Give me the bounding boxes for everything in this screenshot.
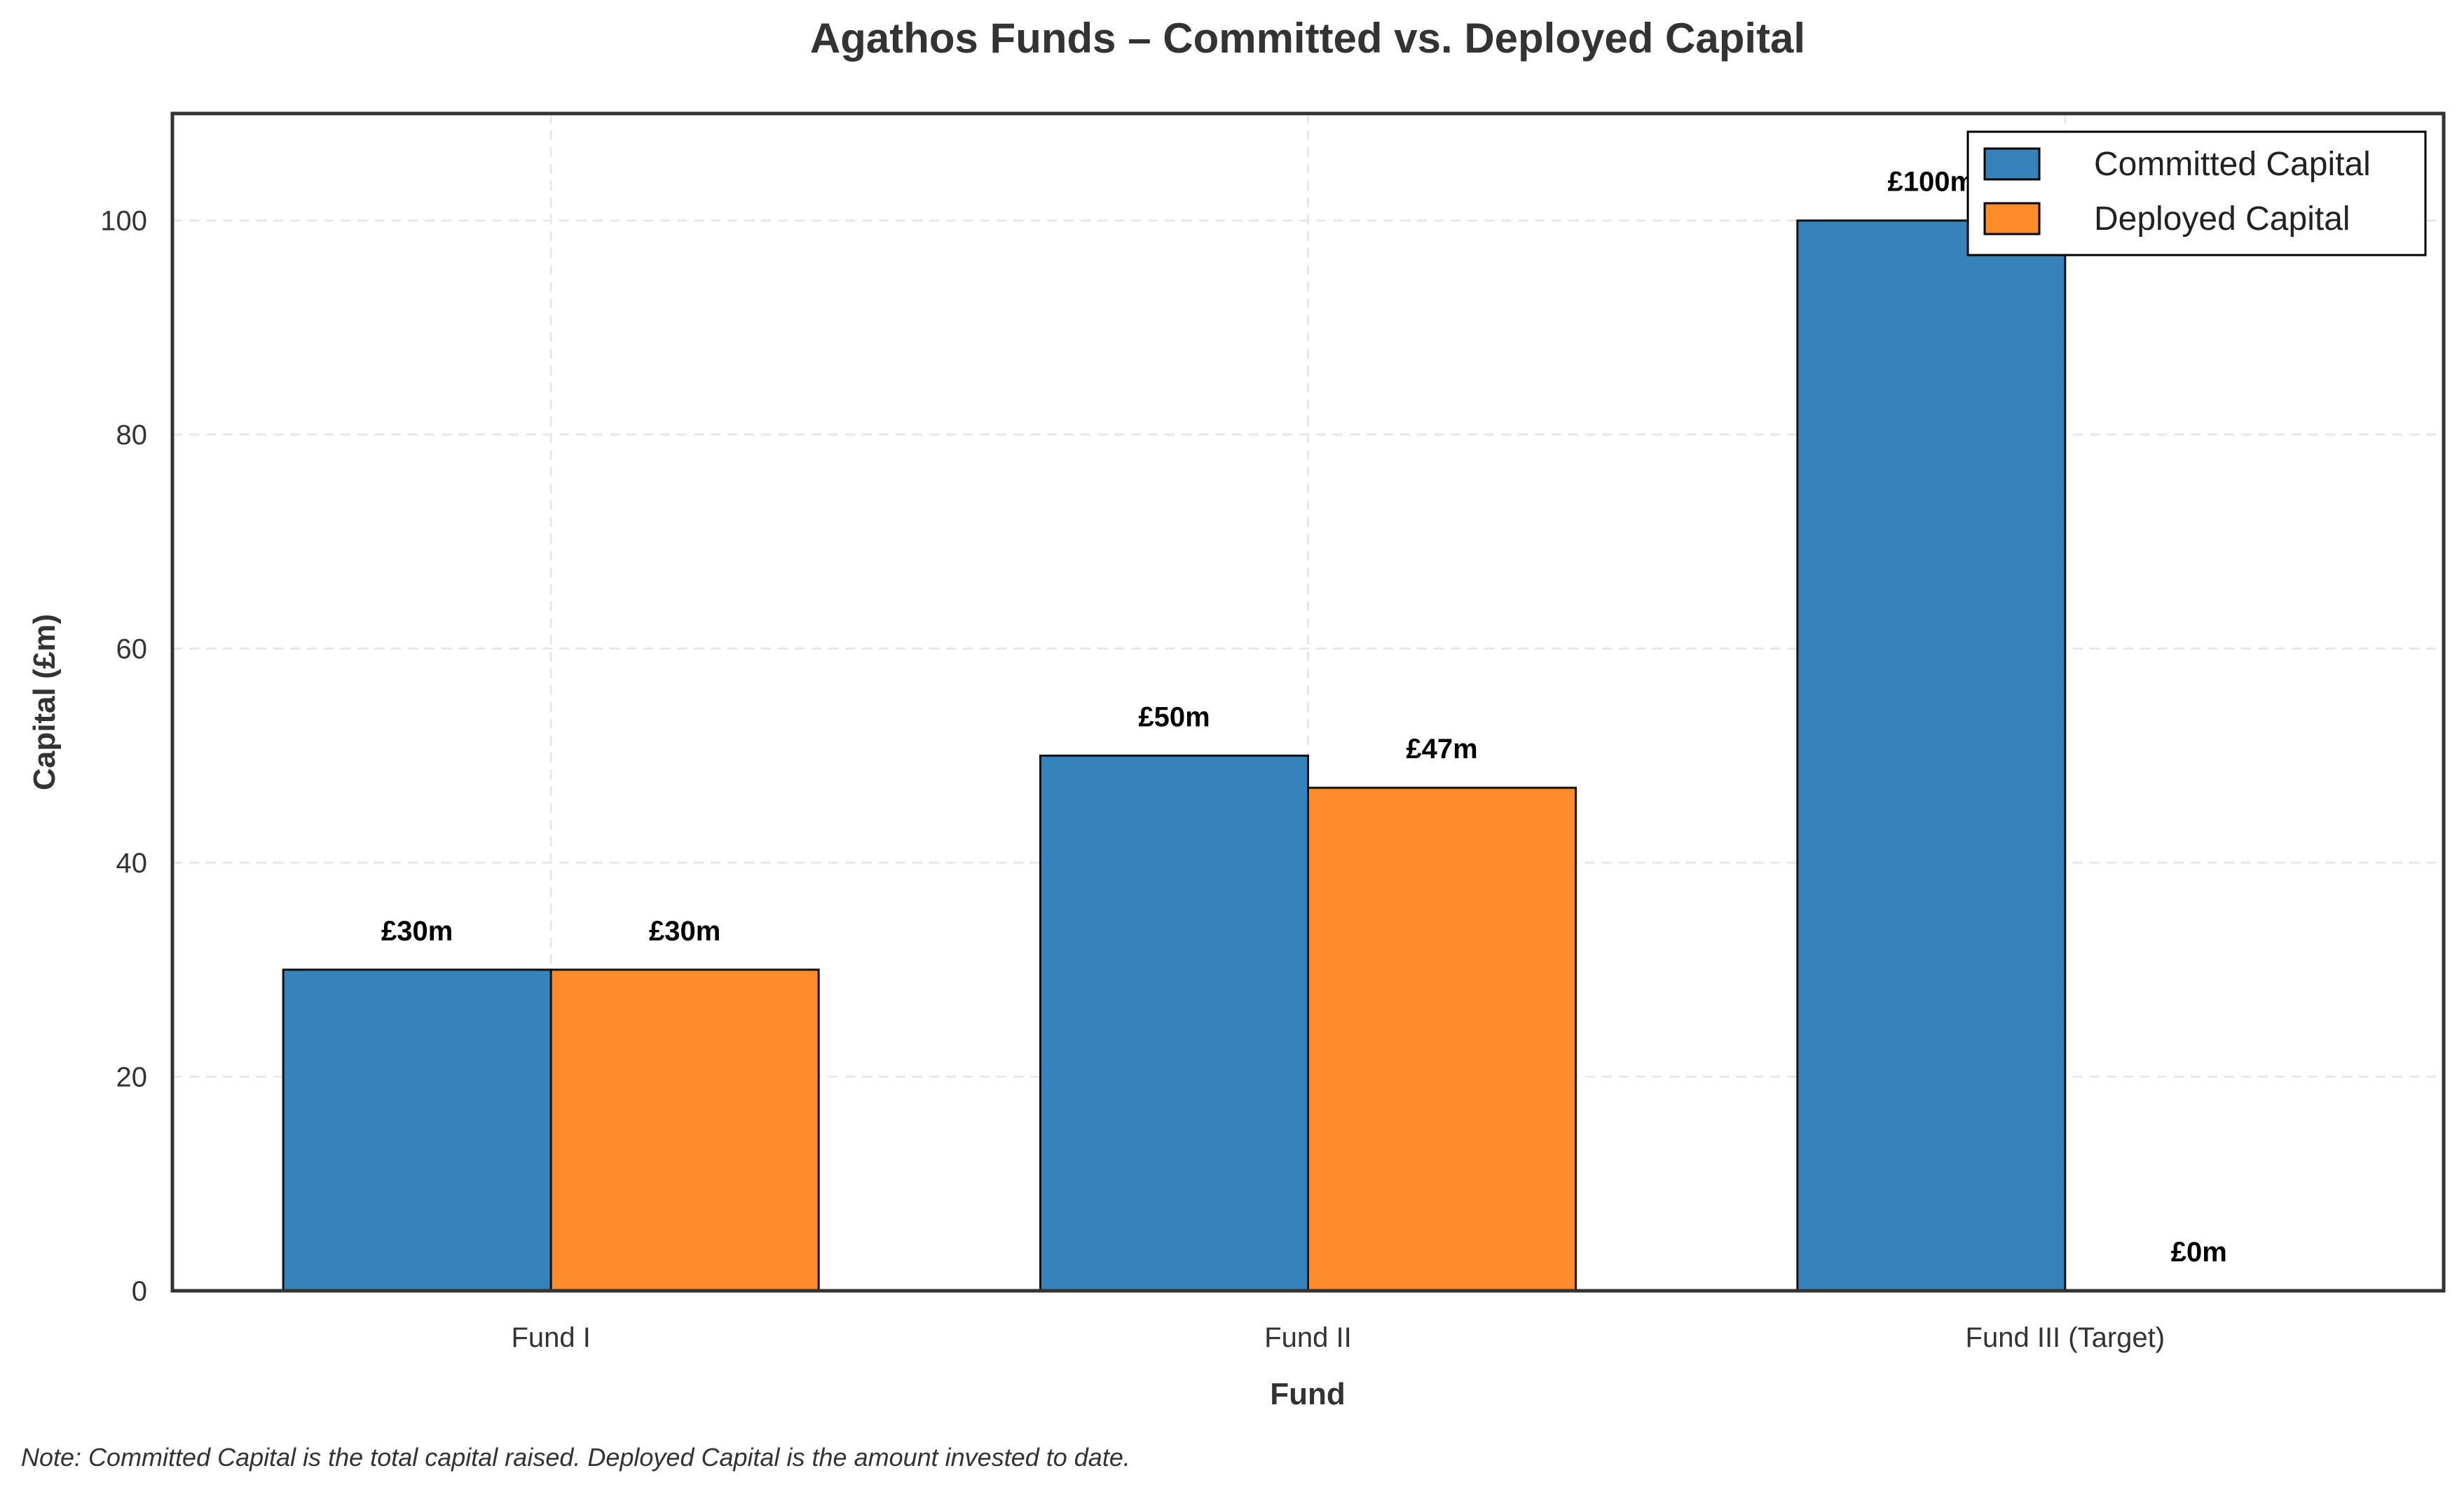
y-axis-label: Capital (£m): [27, 614, 62, 790]
data-label-committed-capital-fund-i: £30m: [381, 916, 453, 947]
chart-title: Agathos Funds – Committed vs. Deployed C…: [810, 15, 1805, 62]
bar-committed-capital-fund-i: [282, 968, 552, 1292]
y-tick-label: 100: [100, 206, 147, 237]
bar-deployed-capital-fund-ii: [1307, 786, 1577, 1292]
x-axis-ticks: Fund I Fund II Fund III (Target): [511, 1322, 2165, 1353]
bar-committed-capital-fund-ii: [1039, 754, 1309, 1292]
chart-note: Note: Committed Capital is the total cap…: [21, 1443, 1130, 1472]
legend-label-committed-capital: Committed Capital: [2094, 146, 2371, 183]
data-labels: £30m £50m £100m £30m £47m £0m: [381, 167, 2227, 1268]
legend-swatch-deployed-capital: [1983, 202, 2041, 235]
x-tick-label-fund-iii-target: Fund III (Target): [1966, 1322, 2165, 1353]
legend-label-deployed-capital: Deployed Capital: [2094, 200, 2350, 238]
y-tick-label: 0: [132, 1276, 147, 1307]
x-axis-label: Fund: [1270, 1377, 1346, 1411]
y-tick-label: 20: [116, 1062, 148, 1093]
data-label-deployed-capital-fund-iii-target: £0m: [2171, 1237, 2227, 1268]
bar-committed-capital-fund-iii-target: [1796, 219, 2067, 1292]
data-label-committed-capital-fund-ii: £50m: [1138, 701, 1210, 732]
legend-box: [1966, 130, 2427, 256]
y-tick-label: 60: [116, 634, 148, 665]
data-label-deployed-capital-fund-ii: £47m: [1406, 734, 1477, 765]
legend-swatch-committed-capital: [1983, 147, 2041, 181]
data-label-deployed-capital-fund-i: £30m: [649, 916, 720, 947]
data-label-committed-capital-fund-iii-target: £100m: [1888, 167, 1976, 198]
legend: Committed Capital Deployed Capital: [1966, 130, 2427, 256]
y-tick-label: 80: [116, 420, 148, 451]
x-tick-label-fund-i: Fund I: [511, 1322, 590, 1353]
y-tick-label: 40: [116, 848, 148, 879]
x-tick-label-fund-ii: Fund II: [1264, 1322, 1352, 1353]
y-axis-ticks: 0 20 40 60 80 100: [100, 206, 147, 1307]
plot-frame: [170, 111, 2446, 1293]
bar-deployed-capital-fund-i: [549, 968, 820, 1292]
